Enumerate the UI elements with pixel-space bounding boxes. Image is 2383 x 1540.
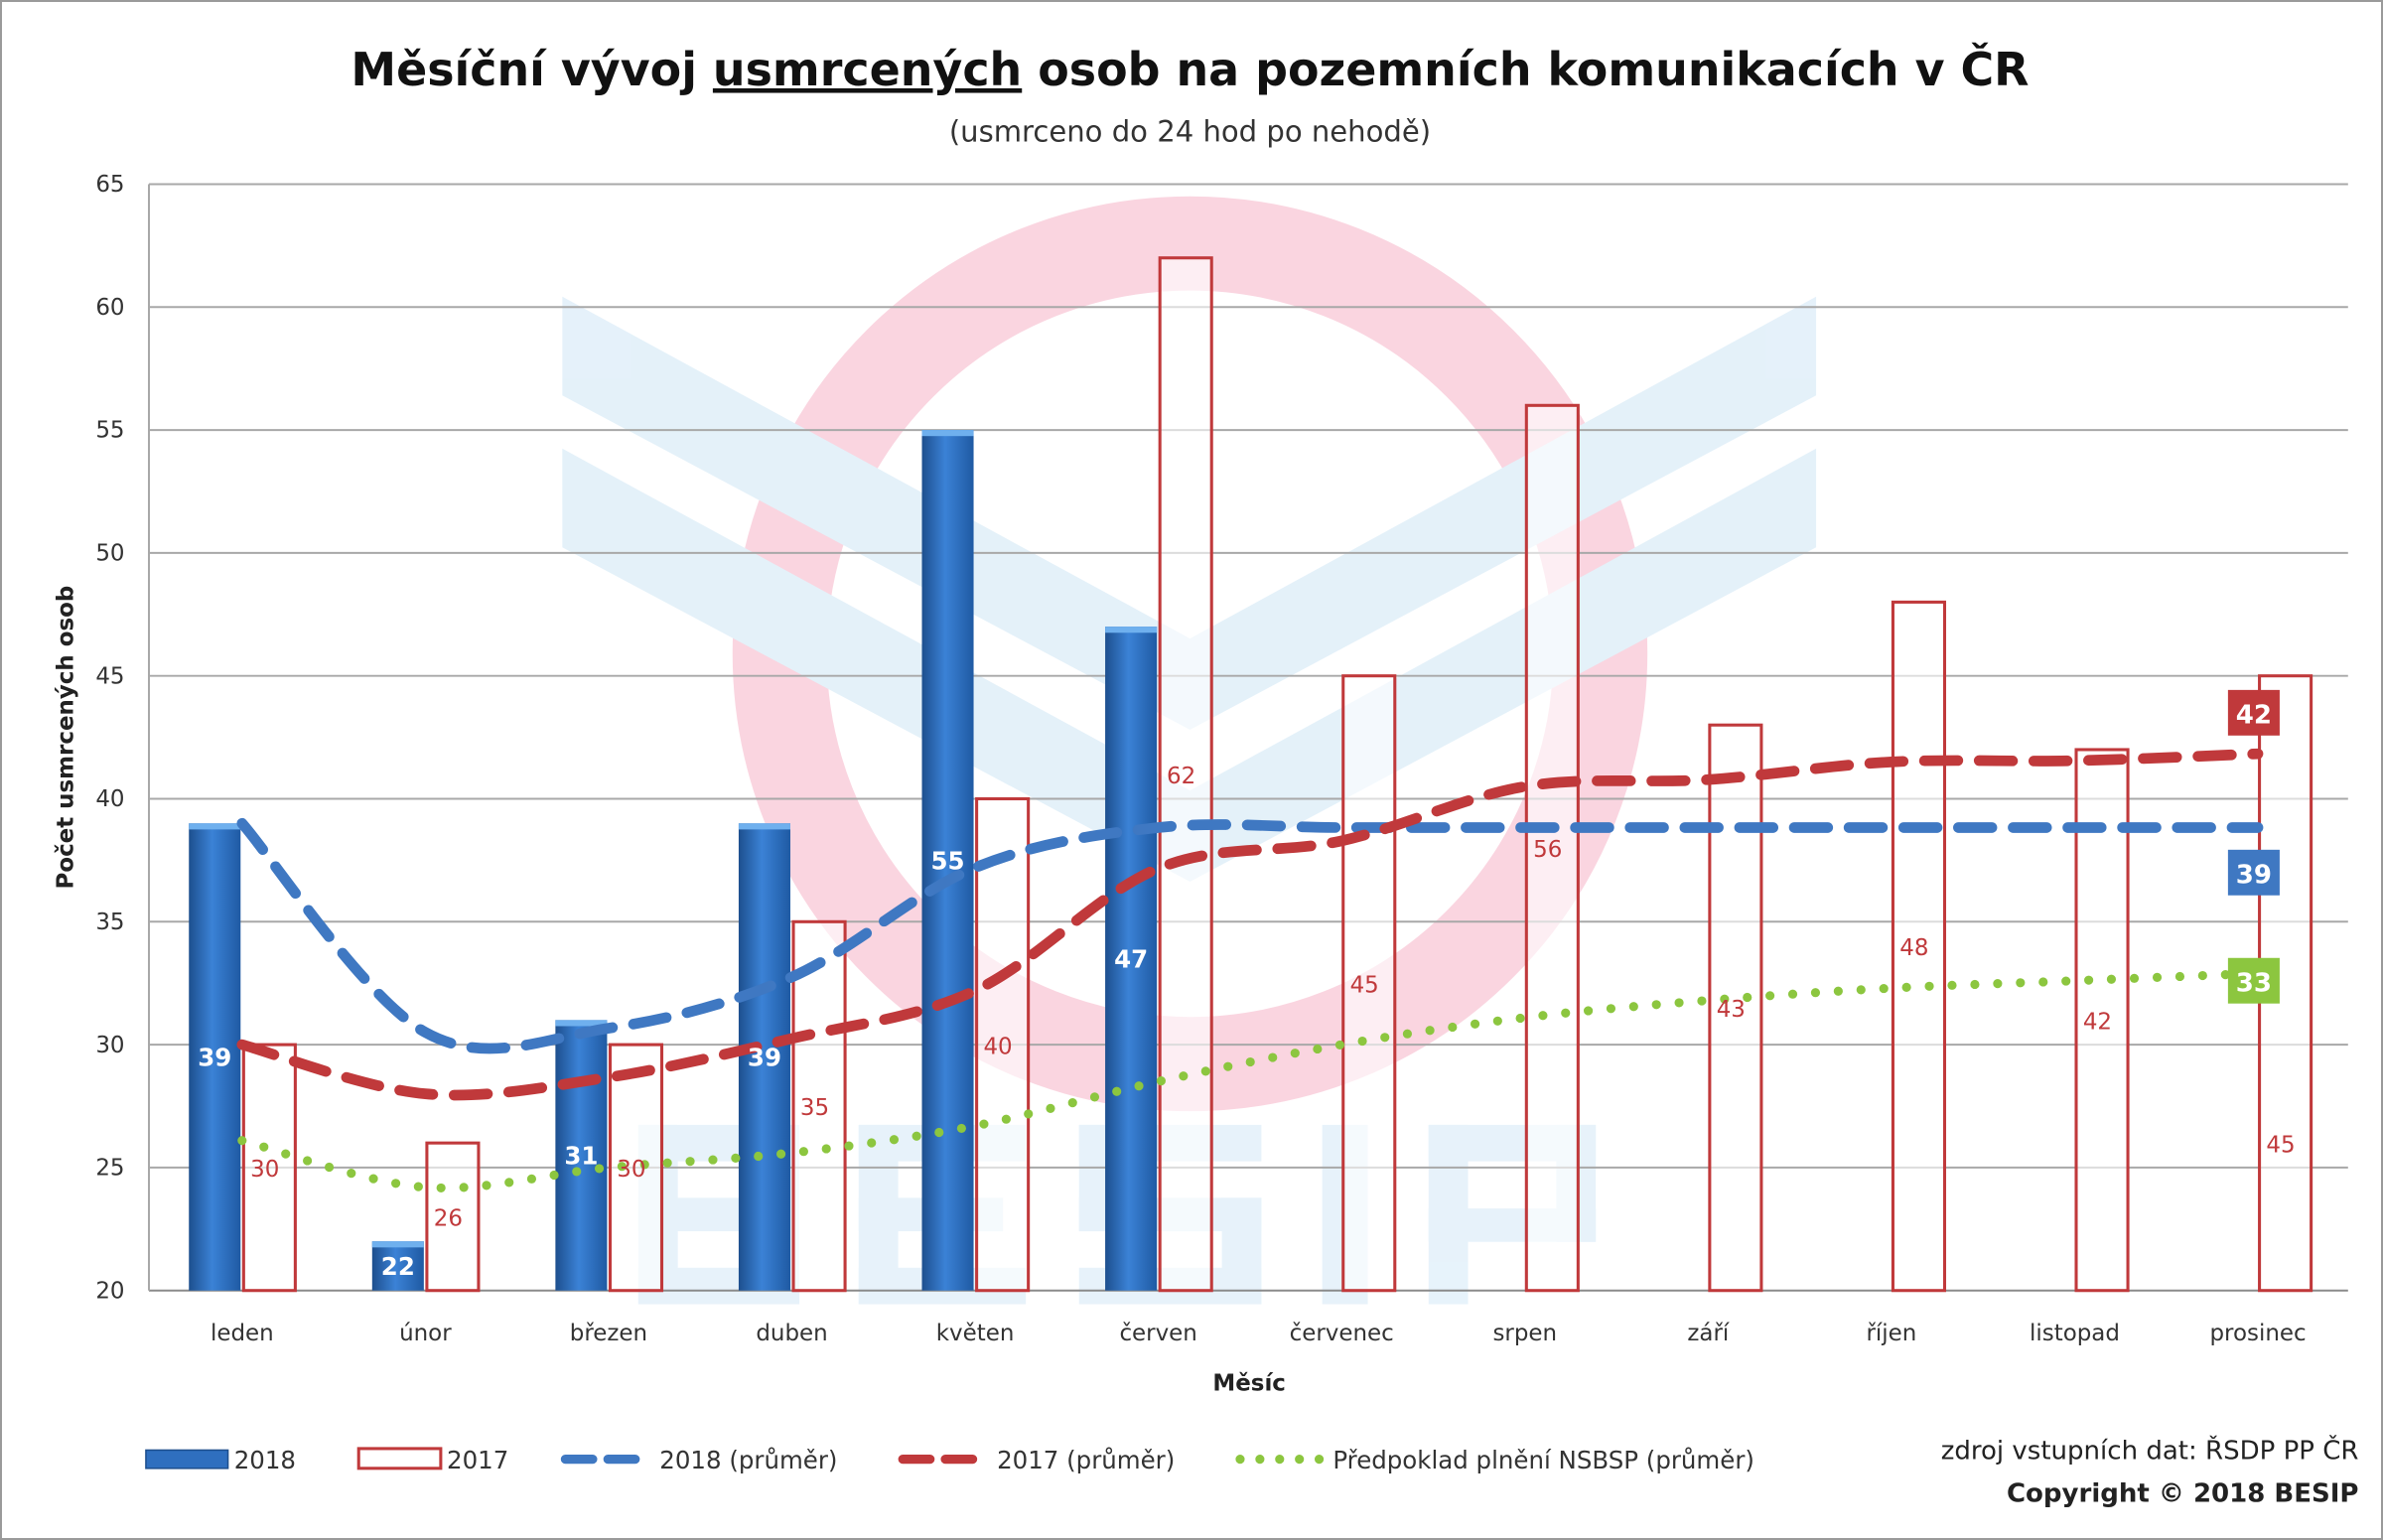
x-tick-label: červenec (1290, 1321, 1394, 1346)
bar-2018-top (1105, 627, 1158, 633)
x-tick-label: listopad (2030, 1321, 2120, 1346)
end-label-box (2227, 957, 2280, 1004)
x-tick-labels: leden únor březen duben květen červen červenec… (210, 1321, 2307, 1346)
bar-2018 (189, 823, 241, 1291)
legend: 2018 2017 2018 (průměr) 2017 (průměr) Př… (145, 1446, 1754, 1474)
bar-2017 (2074, 748, 2130, 1293)
x-axis-title: Měsíc (1212, 1371, 1286, 1397)
y-tick-label: 45 (95, 663, 124, 689)
y-tick-labels: 20 25 30 35 40 45 50 55 60 65 (95, 172, 124, 1304)
bar-2017 (791, 919, 847, 1293)
bar-2018-top (555, 1020, 608, 1027)
legend-item-2017: 2017 (356, 1446, 508, 1474)
watermark-lettering (637, 1124, 1597, 1305)
data-label-2017: 42 (2083, 1010, 2112, 1036)
y-axis-title: Počet usmrcených osob (53, 586, 78, 890)
svg-text:2018 (průměr): 2018 (průměr) (659, 1446, 837, 1474)
bar-2018-top (189, 823, 241, 830)
data-label-2017: 62 (1167, 764, 1195, 789)
bar-2018-top (371, 1241, 424, 1248)
bar-2018 (738, 823, 790, 1291)
y-tick-label: 55 (95, 418, 124, 444)
y-tick-label: 30 (95, 1033, 124, 1058)
bar-2017 (1891, 600, 1947, 1293)
data-label-2017: 48 (1899, 935, 1928, 961)
bar-2017 (1341, 674, 1397, 1293)
end-label: 42 (2236, 701, 2272, 731)
bar-2017 (975, 796, 1031, 1293)
y-tick-label: 50 (95, 541, 124, 567)
svg-text:2017 (průměr): 2017 (průměr) (997, 1446, 1175, 1474)
data-label-2017: 45 (2266, 1132, 2295, 1158)
source-note: zdroj vstupních dat: ŘSDP PP ČR (1941, 1434, 2359, 1467)
x-tick-label: březen (570, 1321, 647, 1346)
line-p-edpoklad-pln-n-nsbsp-pr-m-r- (237, 968, 2263, 1192)
legend-item-2017-prumer: 2017 (průměr) (898, 1446, 1175, 1474)
x-tick-label: duben (756, 1321, 827, 1346)
x-tick-label: červen (1119, 1321, 1196, 1346)
data-label-2017: 30 (250, 1157, 279, 1183)
bar-2017 (1708, 723, 1763, 1293)
bar-2018-top (738, 823, 790, 830)
end-label-box (2227, 689, 2280, 736)
legend-item-2018: 2018 (145, 1446, 296, 1474)
x-tick-label: říjen (1866, 1321, 1916, 1346)
line-2018-pr-m-r- (236, 817, 2264, 1054)
lines (236, 748, 2264, 1192)
bar-2018 (1105, 627, 1158, 1291)
x-tick-label: září (1687, 1321, 1730, 1346)
x-tick-label: květen (936, 1321, 1015, 1346)
x-tick-label: leden (210, 1321, 274, 1346)
y-tick-label: 40 (95, 786, 124, 812)
bar-2018 (371, 1241, 424, 1291)
data-label-2018: 47 (1114, 945, 1148, 974)
bar-2017 (241, 1043, 297, 1293)
bar-2017 (425, 1141, 481, 1293)
x-tick-label: srpen (1492, 1321, 1557, 1346)
bar-2017 (1524, 403, 1580, 1293)
bars (189, 256, 2313, 1293)
chart-title: Měsíční vývoj usmrcených osob na pozemní… (350, 43, 2029, 96)
data-labels: 30 26 30 35 40 62 45 56 43 48 42 45 39 22 31 39 55 47 39 42… (198, 689, 2296, 1281)
end-label-box (2227, 849, 2280, 896)
y-tick-label: 60 (95, 295, 124, 321)
end-label: 39 (2236, 860, 2272, 890)
legend-item-nsbsp: Předpoklad plnění NSBSP (průměr) (1235, 1446, 1754, 1474)
data-label-2017: 40 (983, 1034, 1012, 1059)
data-label-2017: 43 (1717, 997, 1746, 1023)
gridlines (148, 183, 2348, 1292)
data-label-2017: 26 (434, 1206, 463, 1232)
line-2017-pr-m-r- (236, 748, 2264, 1101)
data-label-2018: 39 (748, 1044, 781, 1072)
svg-text:2018: 2018 (234, 1446, 296, 1474)
svg-text:Předpoklad plnění NSBSP (průmě: Předpoklad plnění NSBSP (průměr) (1332, 1446, 1754, 1474)
chart-subtitle: (usmrceno do 24 hod po nehodě) (949, 115, 1431, 149)
data-label-2018: 31 (564, 1142, 598, 1171)
bar-2018-top (921, 430, 974, 437)
x-tick-label: únor (399, 1321, 452, 1346)
data-label-2017: 45 (1350, 972, 1379, 998)
y-tick-label: 20 (95, 1278, 124, 1304)
data-label-2017: 30 (617, 1157, 645, 1183)
copyright: Copyright © 2018 BESIP (2007, 1478, 2359, 1508)
bar-2018 (555, 1020, 608, 1291)
y-tick-label: 65 (95, 172, 124, 198)
x-tick-label: prosinec (2209, 1321, 2306, 1346)
y-tick-label: 25 (95, 1156, 124, 1182)
legend-item-2018-prumer: 2018 (průměr) (560, 1446, 837, 1474)
end-label: 33 (2236, 968, 2272, 998)
data-label-2018: 22 (381, 1252, 415, 1281)
y-tick-label: 35 (95, 910, 124, 935)
data-label-2017: 56 (1533, 837, 1562, 863)
data-label-2018: 39 (198, 1044, 231, 1072)
data-label-2018: 55 (930, 847, 964, 876)
svg-text:2017: 2017 (447, 1446, 508, 1474)
bar-2017 (1158, 256, 1213, 1293)
bar-2018 (921, 430, 974, 1291)
data-label-2017: 35 (800, 1095, 829, 1121)
